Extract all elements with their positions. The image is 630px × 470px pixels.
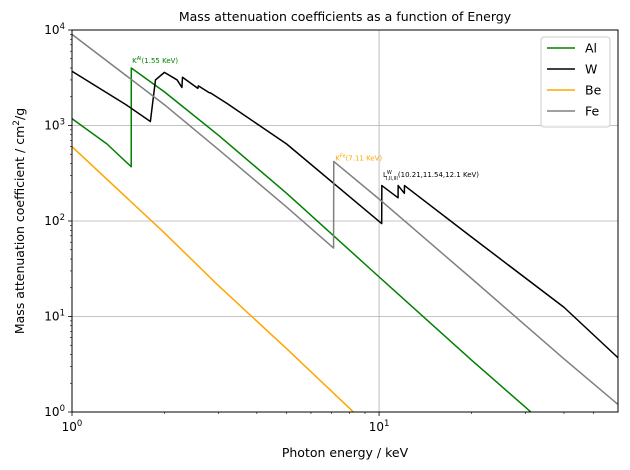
y-tick-label: 103 — [44, 118, 65, 133]
series-line-al — [72, 67, 532, 412]
axis-ticks: 100 101 100 101 102 103 104 — [44, 22, 594, 434]
x-tick-label: 100 — [62, 419, 83, 434]
legend-box — [540, 36, 611, 128]
edge-annotation-3: LW I,II,III(10.21,11.54,12.1 KeV) — [383, 170, 479, 182]
y-axis-label-main: Mass attenuation coefficient / cm — [12, 126, 27, 334]
legend-label-be: Be — [585, 83, 602, 98]
edge-annotation-1: KAl(1.55 KeV) — [132, 56, 178, 65]
series-line-w — [72, 70, 618, 359]
legend-label-al: Al — [585, 41, 597, 56]
y-tick-label: 102 — [44, 213, 65, 228]
y-axis-label-sup: 2 — [12, 120, 22, 126]
y-tick-label: 100 — [44, 404, 65, 419]
y-tick-label: 104 — [44, 22, 65, 37]
series-line-fe — [72, 33, 618, 406]
series-layer — [72, 33, 618, 412]
y-axis-label-tail: /g — [12, 108, 27, 120]
y-tick-label: 101 — [44, 309, 65, 324]
annotation-layer: KAl(1.55 KeV) KFe(7.11 KeV)LW I,II,III(10.… — [132, 56, 479, 182]
legend: Al W Be Fe — [540, 36, 611, 128]
y-axis-label: Mass attenuation coefficient / cm2/g — [12, 108, 27, 334]
series-line-be — [72, 146, 355, 412]
x-axis-label: Photon energy / keV — [282, 445, 409, 460]
chart-title: Mass attenuation coefficients as a funct… — [179, 9, 512, 24]
legend-label-w: W — [585, 62, 597, 77]
edge-annotation-2: KFe(7.11 KeV) — [335, 154, 382, 163]
x-tick-label: 101 — [369, 419, 390, 434]
legend-label-fe: Fe — [585, 104, 600, 119]
